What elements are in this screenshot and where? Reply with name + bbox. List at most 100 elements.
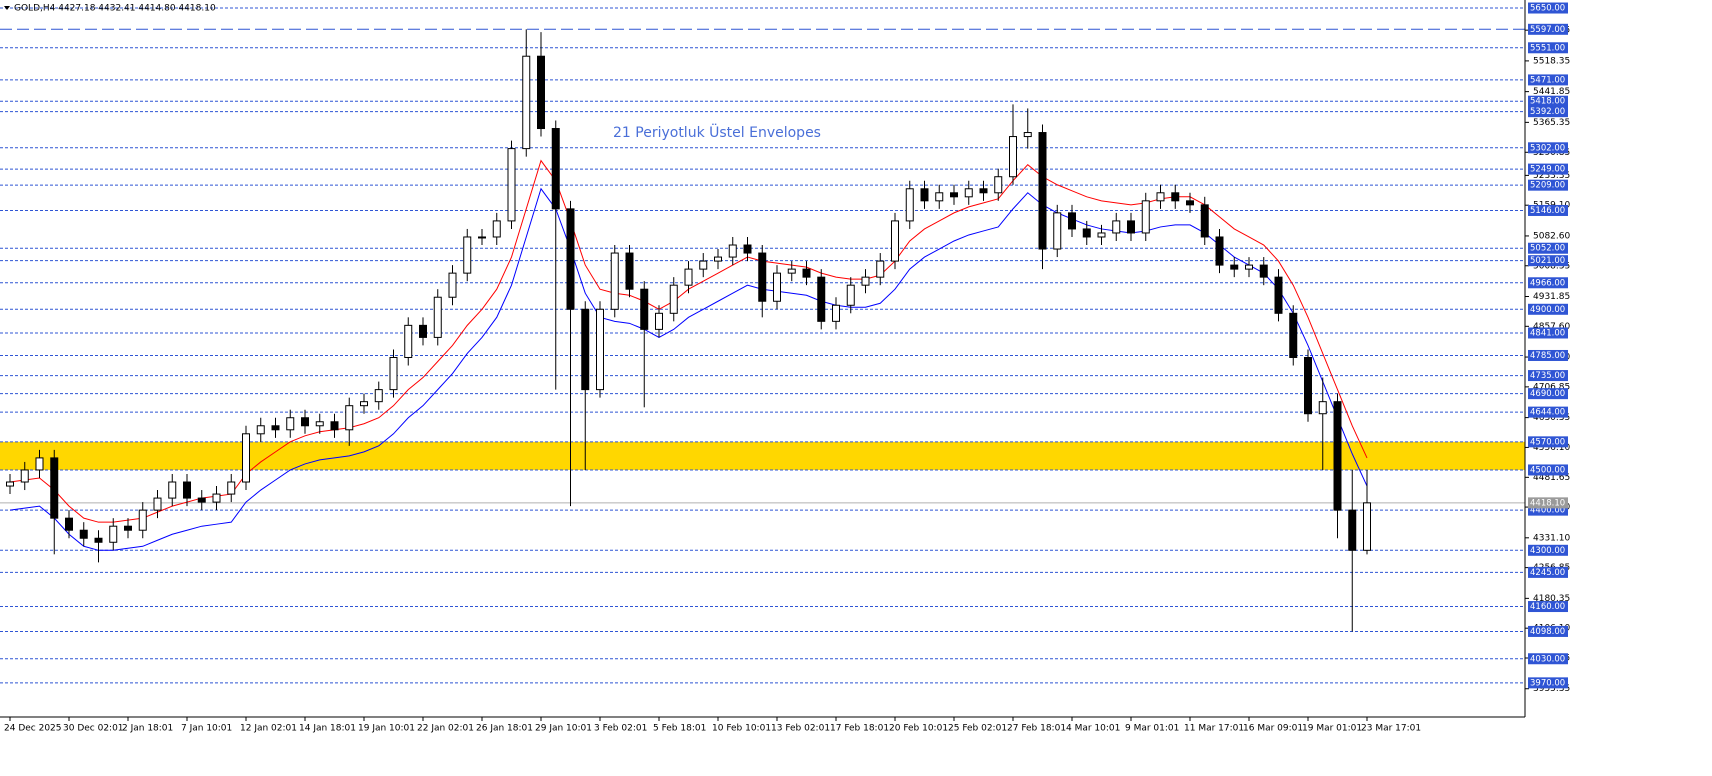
candle-body xyxy=(964,188,973,198)
x-tick-label: 14 Jan 18:01 xyxy=(299,724,356,734)
candle-body xyxy=(728,244,737,258)
level-label: 5418.00 xyxy=(1530,97,1565,107)
x-tick-label: 16 Mar 09:01 xyxy=(1243,724,1303,734)
candle-body xyxy=(817,276,826,322)
level-label-box xyxy=(1528,625,1568,637)
level-label: 4570.00 xyxy=(1530,437,1565,447)
candle-body xyxy=(448,272,457,298)
level-label-box xyxy=(1528,464,1568,476)
candle-body xyxy=(758,252,767,302)
level-label-box xyxy=(1528,327,1568,339)
x-tick-label: 5 Feb 18:01 xyxy=(653,724,706,734)
y-tick-label: 4931.85 xyxy=(1533,292,1570,302)
level-label: 4400.00 xyxy=(1530,506,1565,516)
candle-body xyxy=(655,312,663,330)
candle-body xyxy=(404,324,413,358)
candle-body xyxy=(581,308,590,391)
candle-body xyxy=(1348,509,1357,551)
candle-body xyxy=(1023,132,1032,138)
candle-body xyxy=(551,128,560,210)
candle-body xyxy=(1230,264,1239,270)
level-label-box xyxy=(1528,242,1568,254)
y-tick-label: 4706.85 xyxy=(1533,382,1570,392)
candle-body xyxy=(433,296,442,338)
candle-body xyxy=(920,188,929,202)
x-tick-label: 19 Mar 01:01 xyxy=(1302,724,1362,734)
level-label: 4300.00 xyxy=(1530,546,1565,556)
x-tick-label: 23 Mar 17:01 xyxy=(1361,724,1421,734)
x-tick-label: 9 Mar 01:01 xyxy=(1125,724,1179,734)
level-label-box xyxy=(1528,42,1568,54)
level-label: 5597.00 xyxy=(1530,25,1565,35)
level-label-box xyxy=(1528,653,1568,665)
candle-body xyxy=(1097,232,1106,238)
candle-body xyxy=(669,284,678,314)
level-label-box xyxy=(1528,677,1568,689)
candle-body xyxy=(374,389,383,403)
candle-body xyxy=(1068,212,1076,230)
y-tick-label: 4630.35 xyxy=(1533,413,1570,423)
level-label: 5471.00 xyxy=(1530,75,1565,85)
candle-body xyxy=(1127,220,1135,234)
candle-body xyxy=(935,192,944,202)
x-tick-label: 2 Jan 18:01 xyxy=(122,724,173,734)
level-label: 4245.00 xyxy=(1530,568,1565,578)
level-label: 5146.00 xyxy=(1530,206,1565,216)
layers xyxy=(0,7,1525,684)
candle-body xyxy=(286,417,295,431)
candle-body xyxy=(1186,200,1194,206)
candle-body xyxy=(345,405,354,431)
level-label: 5551.00 xyxy=(1530,43,1565,53)
level-label-box xyxy=(1528,179,1568,191)
candle-body xyxy=(861,276,870,286)
level-label-box xyxy=(1528,504,1568,516)
candle-body xyxy=(846,284,855,306)
candle-body xyxy=(1171,192,1180,202)
y-tick-label: 4481.65 xyxy=(1533,473,1570,483)
candle-body xyxy=(124,525,132,531)
candle-body xyxy=(1289,312,1298,358)
candle-body xyxy=(832,304,840,322)
candle-body xyxy=(1318,401,1327,415)
x-tick-label: 7 Jan 10:01 xyxy=(181,724,232,734)
level-label-box xyxy=(1528,349,1568,361)
candle-body xyxy=(1304,356,1312,415)
y-tick-label: 4556.10 xyxy=(1533,443,1570,453)
x-tick-label: 25 Feb 02:01 xyxy=(948,724,1007,734)
candle-body xyxy=(168,481,177,499)
level-label-box xyxy=(1528,74,1568,86)
x-tick-label: 11 Mar 17:01 xyxy=(1184,724,1244,734)
candle-body xyxy=(787,268,796,274)
level-label-box xyxy=(1528,388,1568,400)
candle-body xyxy=(979,188,988,194)
level-label: 5021.00 xyxy=(1530,256,1565,266)
candle-body xyxy=(463,236,472,274)
candle-body xyxy=(1112,220,1121,234)
level-label-box xyxy=(1528,142,1568,154)
candle-body xyxy=(271,425,280,431)
last-price-label: 4418.10 xyxy=(1530,498,1565,508)
candle-body xyxy=(197,497,206,503)
candle-body xyxy=(360,401,368,407)
candle-body xyxy=(1156,192,1165,202)
candle-body xyxy=(1009,136,1017,178)
annotation: 21 Periyotluk Üstel Envelopes xyxy=(613,123,821,141)
x-tick-label: 10 Feb 10:01 xyxy=(712,724,771,734)
level-label-box xyxy=(1528,601,1568,613)
x-tick-label: 24 Dec 2025 xyxy=(4,724,62,734)
candle-body xyxy=(566,208,575,310)
candle-body xyxy=(6,481,14,487)
candle-body xyxy=(492,220,501,238)
x-tick-label: 19 Jan 10:01 xyxy=(358,724,415,734)
candle-body xyxy=(714,256,722,262)
candle-body xyxy=(596,308,604,391)
level-label: 4841.00 xyxy=(1530,328,1565,338)
zone xyxy=(0,441,1525,470)
level-label-box xyxy=(1528,277,1568,289)
y-tick-label: 4857.60 xyxy=(1533,322,1570,332)
candle-body xyxy=(802,268,811,278)
candle-body xyxy=(1333,401,1342,511)
candle-body xyxy=(743,244,752,254)
